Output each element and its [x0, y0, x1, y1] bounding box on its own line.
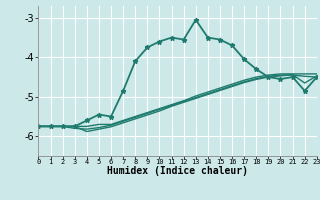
X-axis label: Humidex (Indice chaleur): Humidex (Indice chaleur) — [107, 166, 248, 176]
